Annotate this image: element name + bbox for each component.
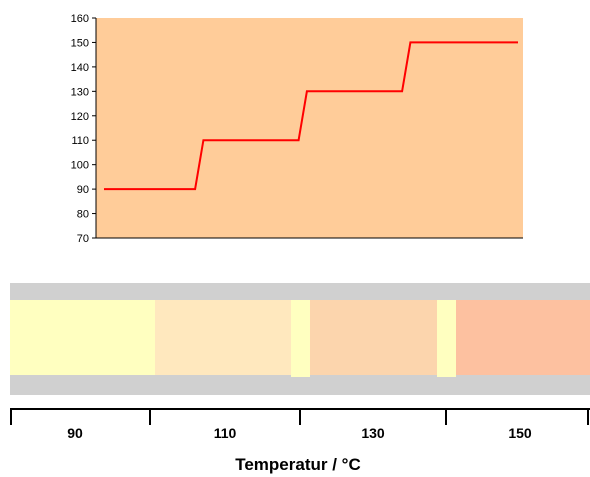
segment-90 bbox=[10, 300, 155, 375]
temperature-bar bbox=[10, 283, 590, 395]
scale-label-130: 130 bbox=[361, 425, 385, 441]
y-tick-label: 100 bbox=[71, 160, 89, 172]
scale-title: Temperatur / °C bbox=[235, 455, 361, 474]
y-tick-label: 110 bbox=[71, 135, 89, 147]
y-tick-label: 80 bbox=[77, 209, 89, 221]
y-tick-label: 130 bbox=[71, 86, 89, 98]
segment-gap bbox=[291, 300, 310, 377]
segment-150 bbox=[456, 300, 590, 375]
step-line-chart: 70 80 90 100 110 120 130 140 150 160 bbox=[71, 13, 523, 245]
y-tick-label: 160 bbox=[71, 13, 89, 25]
segment-gap bbox=[437, 300, 456, 377]
y-tick-label: 120 bbox=[71, 111, 89, 123]
segment-110 bbox=[155, 300, 291, 375]
scale-label-110: 110 bbox=[214, 425, 237, 441]
bar-frame-top bbox=[10, 283, 590, 300]
y-tick-label: 90 bbox=[77, 184, 89, 196]
scale-label-150: 150 bbox=[508, 425, 532, 441]
bar-frame-bottom bbox=[10, 375, 590, 395]
y-tick-label: 140 bbox=[71, 62, 89, 74]
scale-label-90: 90 bbox=[67, 425, 83, 441]
y-tick-label: 70 bbox=[77, 233, 89, 245]
segment-130 bbox=[310, 300, 437, 375]
plot-area bbox=[96, 18, 523, 238]
temperature-scale: 90 110 130 150 Temperatur / °C bbox=[10, 408, 590, 474]
y-ticks: 70 80 90 100 110 120 130 140 150 160 bbox=[71, 13, 96, 245]
series-line bbox=[104, 41, 518, 191]
y-tick-label: 150 bbox=[71, 37, 89, 49]
